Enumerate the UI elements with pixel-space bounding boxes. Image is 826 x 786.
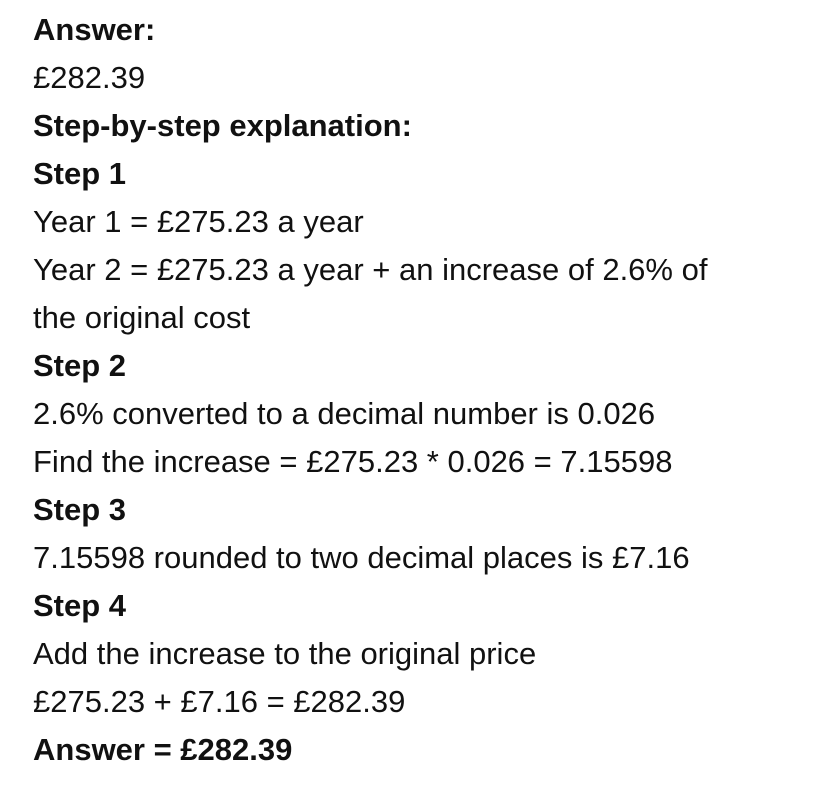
answer-heading: Answer:: [33, 12, 156, 47]
step-1-line: the original cost: [33, 300, 251, 335]
step-1-line: Year 1 = £275.23 a year: [33, 204, 364, 239]
step-1-line: Year 2 = £275.23 a year + an increase of…: [33, 252, 708, 287]
explanation-heading: Step-by-step explanation:: [33, 108, 412, 143]
step-2-line: 2.6% converted to a decimal number is 0.…: [33, 396, 656, 431]
step-4-line: £275.23 + £7.16 = £282.39: [33, 684, 406, 719]
step-3-line: 7.15598 rounded to two decimal places is…: [33, 540, 690, 575]
step-4-line: Add the increase to the original price: [33, 636, 537, 671]
step-2-line: Find the increase = £275.23 * 0.026 = 7.…: [33, 444, 673, 479]
step-4-title: Step 4: [33, 588, 127, 623]
step-2-title: Step 2: [33, 348, 127, 383]
answer-document: Answer: £282.39 Step-by-step explanation…: [33, 6, 813, 774]
step-3-title: Step 3: [33, 492, 127, 527]
answer-value: £282.39: [33, 60, 146, 95]
step-1-title: Step 1: [33, 156, 127, 191]
final-answer: Answer = £282.39: [33, 732, 293, 767]
